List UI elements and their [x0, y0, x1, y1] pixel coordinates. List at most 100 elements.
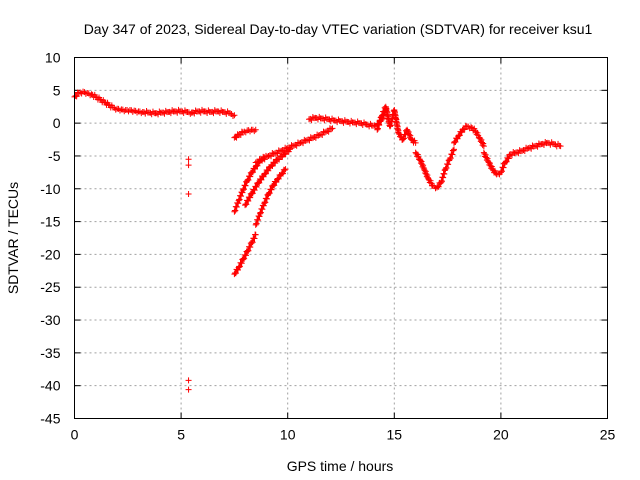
series-segment-rise: [450, 122, 487, 150]
data-point: [231, 112, 238, 119]
data-point: [379, 112, 386, 119]
data-point: [175, 106, 182, 113]
data-point: [235, 264, 242, 271]
data-point: [442, 166, 449, 173]
data-point: [309, 114, 316, 121]
data-point: [242, 182, 249, 189]
series-outliers: [185, 156, 192, 393]
data-point: [247, 173, 254, 180]
y-tick-label: -20: [40, 246, 60, 262]
y-tick-label: -5: [48, 148, 61, 164]
data-point: [449, 151, 456, 158]
data-point: [488, 163, 495, 170]
data-point: [249, 169, 256, 176]
series-segment-late: [506, 138, 564, 159]
data-point: [424, 172, 431, 179]
data-point: [211, 107, 218, 114]
data-point: [242, 202, 249, 209]
data-point: [461, 126, 468, 133]
data-point: [407, 132, 414, 139]
data-point: [481, 150, 488, 157]
data-point: [272, 160, 279, 167]
data-point: [252, 231, 259, 238]
data-point: [421, 167, 428, 174]
data-point: [185, 191, 192, 198]
data-point: [447, 155, 454, 162]
data-points: [71, 88, 564, 393]
data-point: [253, 158, 260, 165]
data-point: [247, 244, 254, 251]
data-point: [276, 156, 283, 163]
data-point: [479, 139, 486, 146]
data-point: [82, 90, 89, 97]
data-point: [498, 168, 505, 175]
series-segment-short-drop: [231, 126, 259, 141]
data-point: [262, 199, 269, 206]
data-point: [419, 161, 426, 168]
chart-title: Day 347 of 2023, Sidereal Day-to-day VTE…: [84, 21, 593, 37]
data-point: [241, 128, 248, 135]
data-point: [198, 106, 205, 113]
data-point: [321, 129, 328, 136]
data-point: [242, 252, 249, 259]
data-point: [477, 135, 484, 142]
data-point: [256, 179, 263, 186]
data-point: [503, 158, 510, 165]
x-tick-label: 20: [493, 427, 509, 443]
data-point: [243, 201, 250, 208]
data-point: [254, 180, 261, 187]
data-point: [248, 170, 255, 177]
data-point: [216, 109, 223, 116]
plot-frame: [74, 57, 608, 419]
data-point: [268, 186, 275, 193]
data-point: [236, 263, 243, 270]
x-tick-label: 5: [177, 427, 185, 443]
x-tick-label: 25: [600, 427, 616, 443]
series-segment-merge: [252, 125, 336, 166]
data-point: [502, 159, 509, 166]
data-point: [238, 260, 245, 267]
data-point: [450, 147, 457, 154]
data-point: [482, 151, 489, 158]
data-point: [169, 107, 176, 114]
data-point: [420, 162, 427, 169]
data-point: [317, 131, 324, 138]
data-point: [248, 191, 255, 198]
data-point: [180, 109, 187, 116]
data-point: [480, 140, 487, 147]
data-point: [557, 143, 564, 150]
data-point: [275, 156, 282, 163]
y-axis-label: SDTVAR / TECUs: [5, 182, 21, 294]
data-point: [400, 135, 407, 142]
data-point: [252, 126, 259, 133]
data-point: [443, 165, 450, 172]
data-point: [495, 170, 502, 177]
y-tick-label: -30: [40, 312, 60, 328]
data-point: [269, 162, 276, 169]
data-point: [328, 126, 335, 133]
data-point: [249, 190, 256, 197]
data-point: [134, 109, 141, 116]
data-point: [253, 184, 260, 191]
data-point: [366, 123, 373, 130]
data-point: [116, 107, 123, 114]
data-point: [450, 139, 457, 146]
data-point: [112, 106, 119, 113]
data-point: [261, 156, 268, 163]
data-point: [480, 143, 487, 150]
data-point: [204, 109, 211, 116]
data-point: [325, 128, 332, 135]
series-segment-mid: [188, 106, 238, 120]
data-point: [460, 125, 467, 132]
data-point: [497, 169, 504, 176]
data-point: [266, 190, 273, 197]
data-point: [232, 270, 239, 277]
data-point: [340, 119, 347, 126]
series-segment-dip: [412, 146, 457, 192]
data-point: [324, 128, 331, 135]
data-point: [260, 155, 267, 162]
data-point: [429, 182, 436, 189]
y-tick-label: -45: [40, 411, 60, 427]
data-point: [162, 107, 169, 114]
data-point: [231, 271, 238, 278]
